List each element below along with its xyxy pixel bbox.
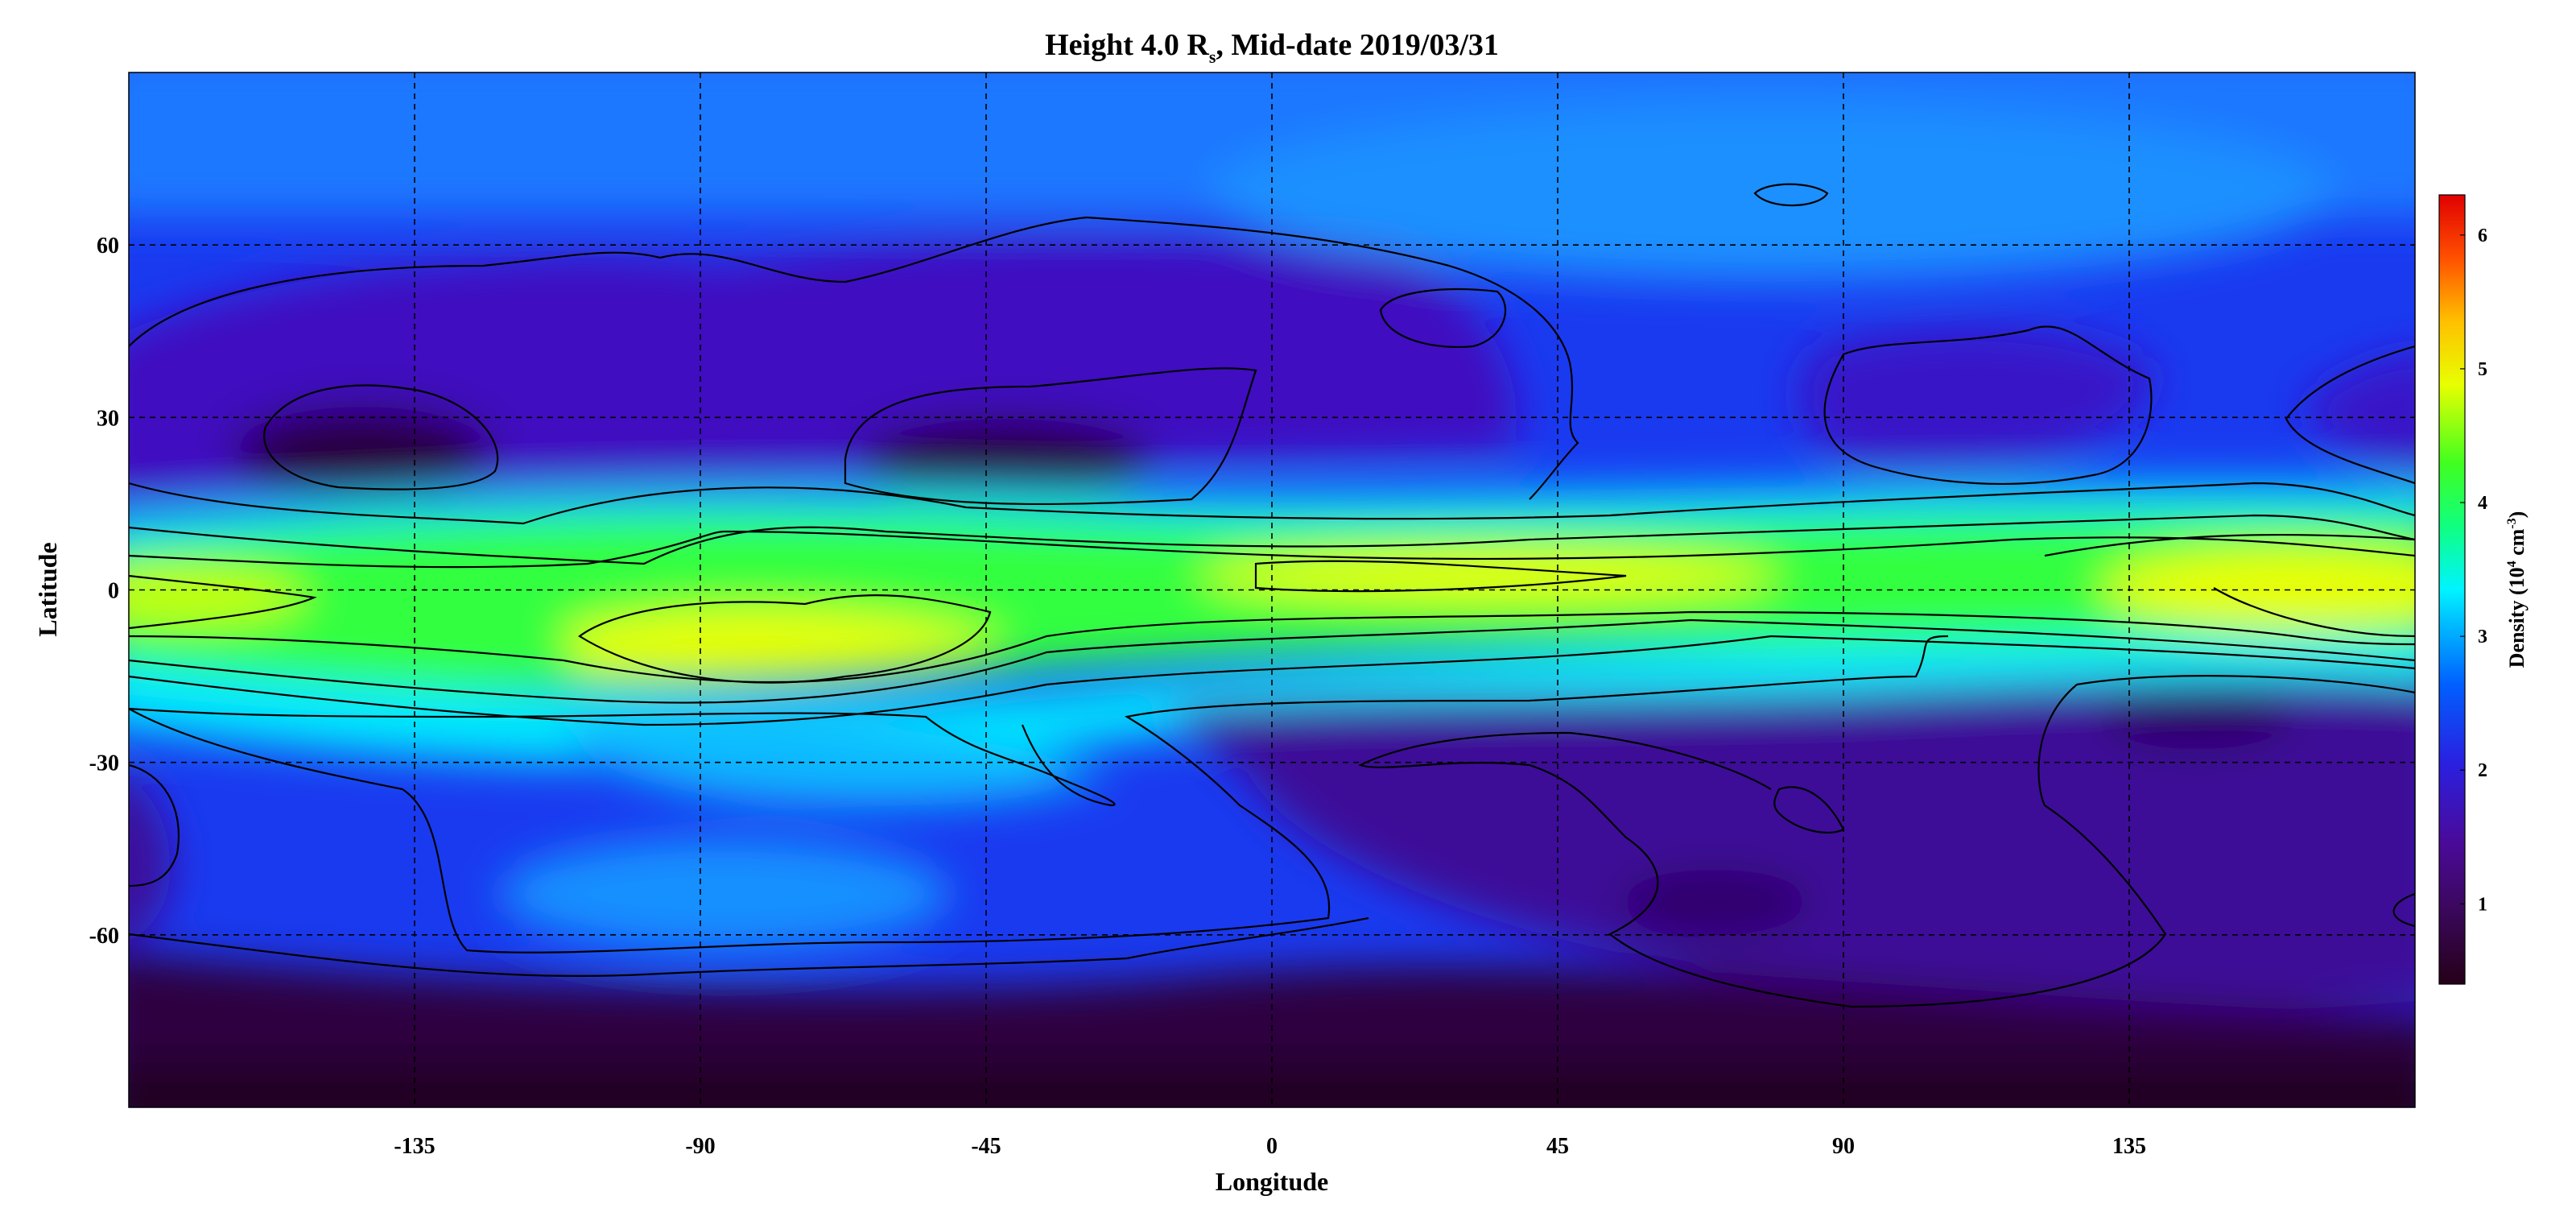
x-axis-ticks: -135 -90 -45 0 45 90 135 (394, 1134, 2146, 1159)
colorbar-label: Density (104 cm-3) (2505, 511, 2529, 668)
colorbar-tick-label: 6 (2478, 225, 2487, 246)
contour-band-north-1 (129, 482, 2415, 525)
contour-band-core-east-lower (2213, 587, 2415, 638)
plot-frame (128, 72, 2416, 1108)
contour-south-cyan-lobe (129, 707, 1116, 807)
south-dark-pocket-east (2101, 685, 2294, 749)
contour-band-north-3 (129, 530, 2415, 569)
contour-band-core-east (2044, 533, 2415, 557)
contour-south-small-loop (1773, 786, 1845, 834)
south-cyan-lobe (564, 718, 1111, 805)
contour-north-far-east (2285, 345, 2415, 485)
x-axis-label: Longitude (1216, 1167, 1328, 1196)
y-tick-label: 0 (108, 579, 119, 604)
colorbar-tick-label: 1 (2478, 894, 2487, 915)
equatorial-yellow-core-west (564, 607, 1006, 675)
contour-south-east-edge (2392, 892, 2415, 928)
x-tick-label: -90 (685, 1134, 715, 1159)
y-tick-label: -30 (89, 751, 119, 776)
contour-band-core-center (1254, 560, 1627, 593)
heatmap-field (129, 72, 2415, 1107)
contour-south-west-edge (129, 763, 180, 887)
contour-south-purple-outline (1358, 674, 2415, 1008)
north-purple-far-east (2302, 353, 2415, 476)
colorbar-gradient (2438, 194, 2466, 985)
x-tick-label: 0 (1266, 1134, 1278, 1159)
north-purple-east (1798, 327, 2157, 471)
x-tick-label: -45 (971, 1134, 1001, 1159)
contour-band-south-2 (129, 618, 2415, 704)
contour-band-core-west (129, 574, 317, 630)
x-tick-label: 90 (1832, 1134, 1855, 1159)
equatorial-yellow-core-center (1199, 550, 1779, 602)
contour-north-outer (129, 216, 1579, 500)
contour-lines (129, 183, 2415, 1008)
y-tick-label: 60 (97, 234, 119, 259)
south-purple-region-west (129, 778, 171, 942)
contour-north-inner-west (263, 384, 499, 490)
x-tick-label: 135 (2112, 1134, 2146, 1159)
north-dark-pocket-west (233, 407, 491, 495)
y-tick-label: -60 (89, 924, 119, 949)
gridlines (129, 72, 2415, 1107)
chart-title: Height 4.0 Rs, Mid-date 2019/03/31 (1045, 28, 1499, 67)
colorbar-ticks: 1 2 3 4 5 6 (2460, 225, 2487, 915)
contour-south-polar (129, 916, 1369, 978)
colorbar-tick-label: 5 (2478, 359, 2487, 380)
north-light-patch (1208, 105, 2334, 282)
equatorial-yellow-core-far-west (129, 568, 306, 624)
x-tick-label: 45 (1546, 1134, 1569, 1159)
x-tick-label: -135 (394, 1134, 435, 1159)
colorbar-tick-label: 3 (2478, 627, 2487, 647)
south-lightblue-patch (499, 838, 950, 950)
contour-north-east-loop (1823, 325, 2153, 485)
south-dark-pocket-central (1618, 870, 1811, 934)
contour-north-small-loop (1379, 288, 1507, 348)
contour-south-blue (129, 635, 1949, 954)
y-axis-ticks: -60 -30 0 30 60 (89, 234, 119, 949)
colorbar: 1 2 3 4 5 6 Density (104 cm-3) (2438, 194, 2529, 985)
colorbar-tick-label: 4 (2478, 493, 2487, 514)
colorbar-tick-label: 2 (2478, 760, 2487, 781)
contour-band-south-1 (129, 610, 2415, 684)
contour-north-inner-center (844, 367, 1257, 506)
y-tick-label: 30 (97, 406, 119, 431)
contour-north-tiny-loop (1753, 183, 1829, 207)
north-dark-pocket-center (861, 419, 1151, 499)
y-axis-label: Latitude (33, 542, 62, 636)
equatorial-yellow-core-east (2101, 548, 2415, 628)
contour-band-north-2 (129, 514, 2415, 565)
